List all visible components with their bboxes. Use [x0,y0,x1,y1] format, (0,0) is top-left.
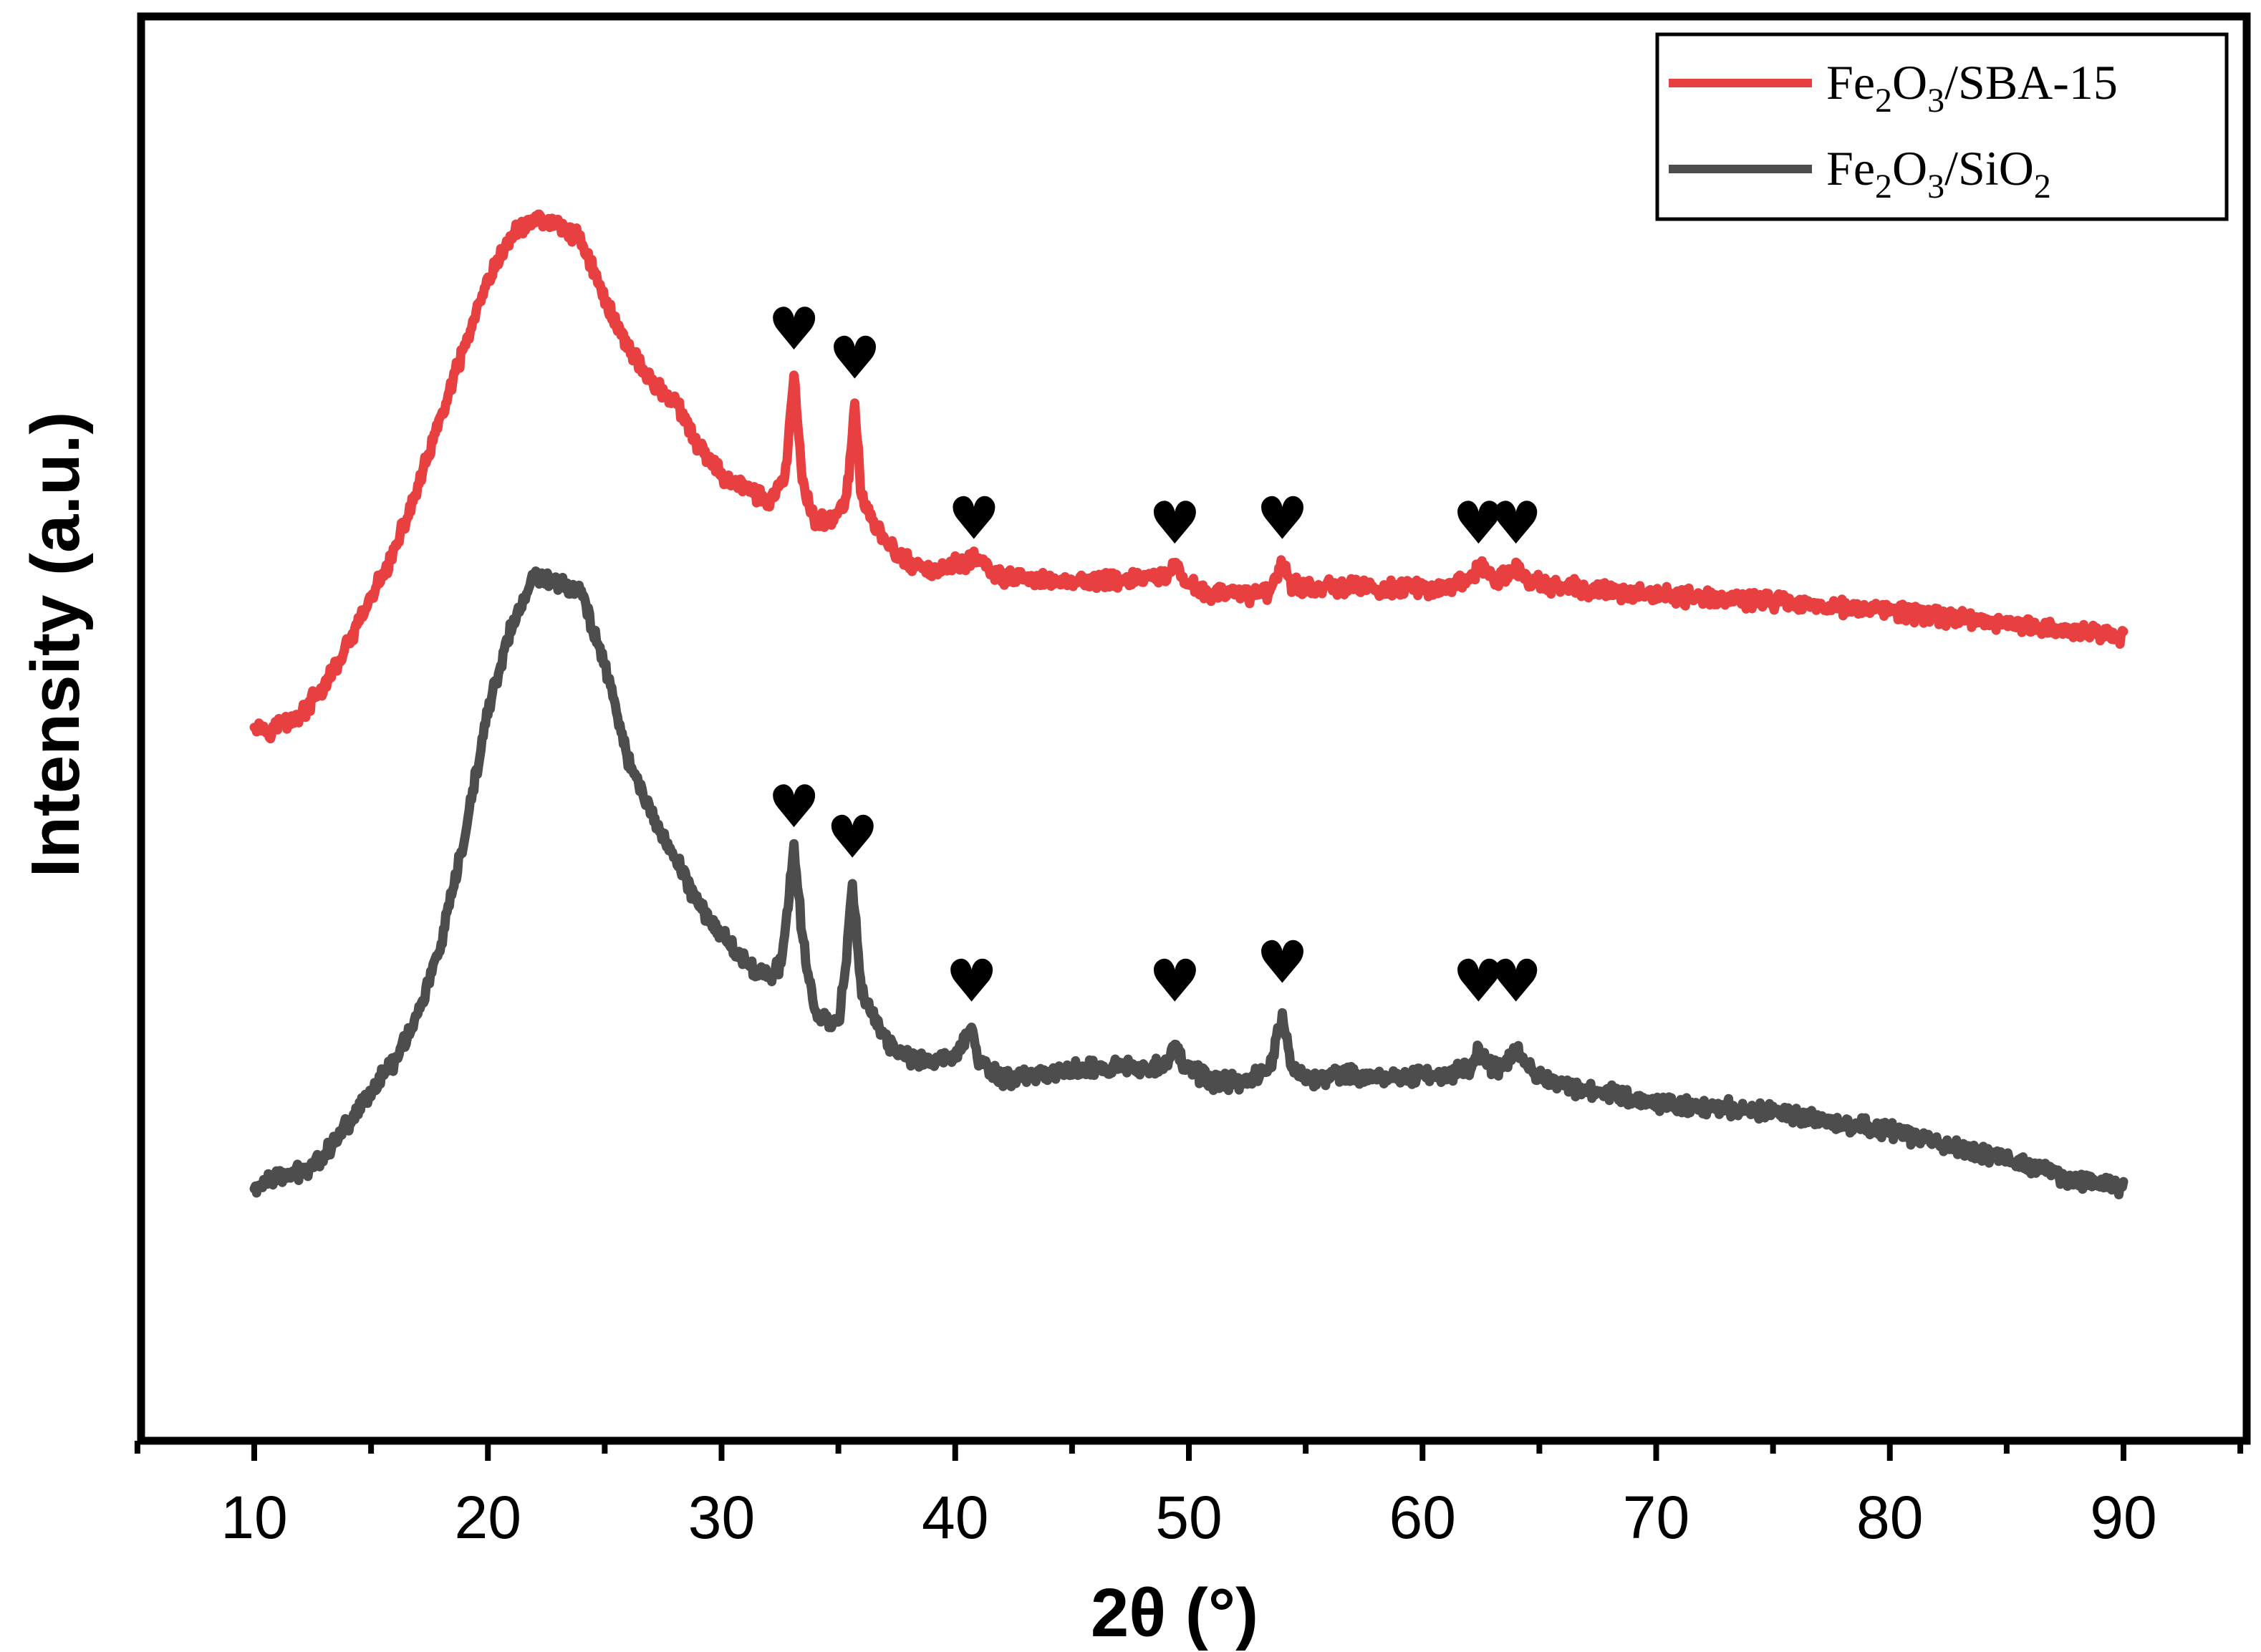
x-tick-label: 10 [221,1484,287,1551]
series-layer [249,209,2129,1199]
x-axis-title: 2θ (°) [1091,1575,1258,1651]
peak-marker-heart-icon: ♥ [829,325,882,393]
series-line-0 [249,209,2129,744]
legend: Fe2O3/SBA-15 Fe2O3/SiO2 [1655,32,2229,221]
peak-marker-heart-icon: ♥ [945,947,998,1015]
x-tick-label: 40 [922,1484,988,1551]
x-tick-label: 90 [2090,1484,2156,1551]
peak-marker-heart-icon: ♥ [1490,947,1543,1015]
peak-marker-heart-icon: ♥ [948,486,1001,554]
x-tick-label: 80 [1856,1484,1923,1551]
peak-marker-heart-icon: ♥ [1256,929,1309,997]
legend-label-fe2o3-sio2: Fe2O3/SiO2 [1826,141,2051,206]
peak-marker-heart-icon: ♥ [826,803,879,871]
peak-marker-heart-icon: ♥ [1452,947,1505,1015]
peak-marker-heart-icon: ♥ [768,296,821,364]
peak-marker-heart-icon: ♥ [1149,490,1202,558]
legend-box [1655,32,2229,221]
x-axis-ticks: 10 20 30 40 50 60 70 80 90 [134,1441,2244,1551]
x-tick-label: 30 [688,1484,755,1551]
legend-label-fe2o3-sba15: Fe2O3/SBA-15 [1826,55,2118,120]
peak-marker-heart-icon: ♥ [1256,486,1309,554]
peak-markers: ♥ ♥♥ ♥ ♥ ♥♥♥ ♥♥ ♥ ♥ ♥♥ [768,296,1543,1016]
peak-marker-heart-icon: ♥ [1490,490,1543,558]
x-tick-label: 60 [1389,1484,1456,1551]
peak-marker-heart-icon: ♥ [1149,947,1202,1015]
series-line-1 [249,566,2129,1199]
x-tick-label: 50 [1155,1484,1222,1551]
y-axis-title: Intensity (a.u.) [17,412,94,878]
peak-marker-heart-icon: ♥ [768,773,821,841]
x-tick-label: 70 [1623,1484,1689,1551]
peak-marker-heart-icon: ♥ [1452,490,1505,558]
plot-frame [137,12,2251,1445]
x-tick-label: 20 [455,1484,521,1551]
